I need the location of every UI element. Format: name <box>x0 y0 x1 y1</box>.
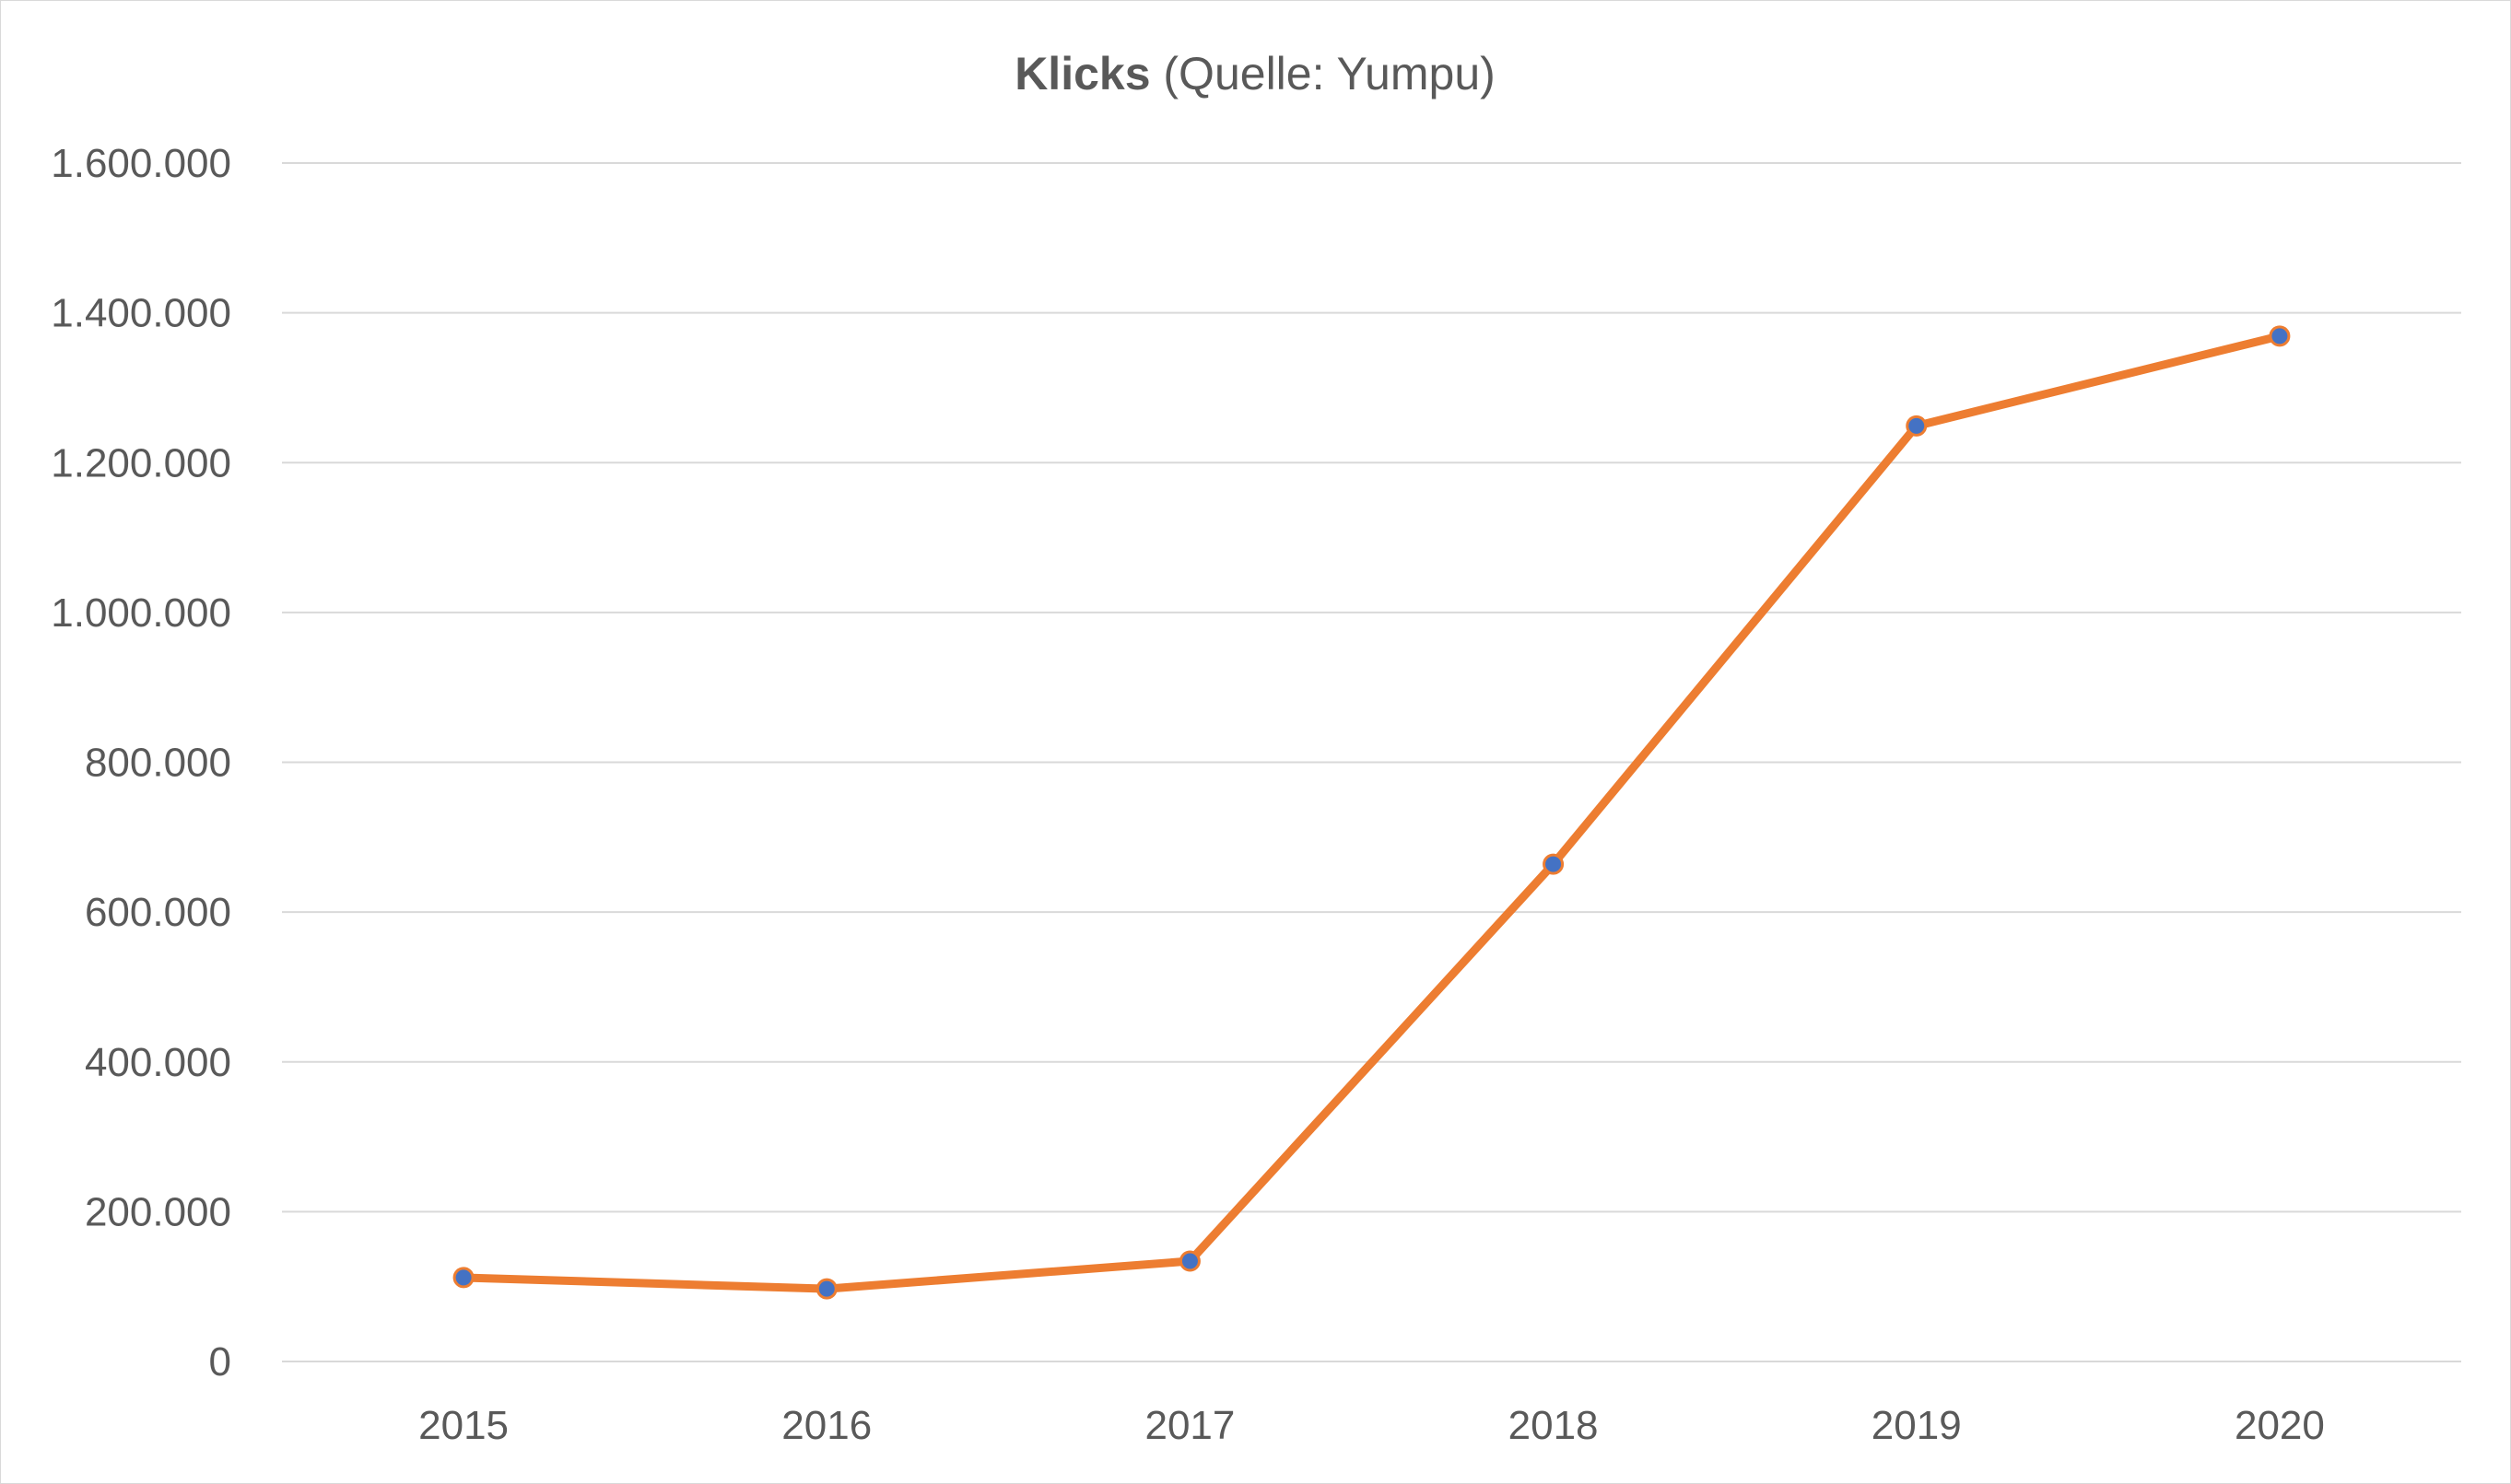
y-axis-tick-labels: 0 200.000 400.000 600.000 800.000 1.000.000 1.… <box>51 141 231 1385</box>
x-tick-label: 2020 <box>2235 1403 2325 1448</box>
y-tick-label: 1.200.000 <box>51 440 231 485</box>
x-tick-label: 2015 <box>418 1403 509 1448</box>
chart-title: Klicks (Quelle: Yumpu) <box>1015 48 1496 99</box>
y-tick-label: 1.600.000 <box>51 141 231 186</box>
chart-title-bold: Klicks <box>1015 48 1150 99</box>
x-tick-label: 2019 <box>1872 1403 1962 1448</box>
y-tick-label: 400.000 <box>85 1040 231 1085</box>
y-tick-label: 0 <box>209 1339 231 1385</box>
data-point-marker <box>1179 1250 1201 1272</box>
y-tick-label: 1.000.000 <box>51 590 231 636</box>
x-tick-label: 2018 <box>1508 1403 1599 1448</box>
gridlines <box>282 162 2461 1362</box>
x-tick-label: 2016 <box>781 1403 872 1448</box>
y-tick-label: 800.000 <box>85 741 231 786</box>
series-line <box>459 332 2284 1293</box>
data-point-marker <box>815 1278 838 1300</box>
data-point-marker <box>1906 415 1928 437</box>
data-point-marker <box>452 1267 475 1289</box>
data-point-marker <box>1543 853 1565 875</box>
data-point-marker <box>2269 325 2291 347</box>
chart-title-source: (Quelle: Yumpu) <box>1151 48 1496 99</box>
y-tick-label: 600.000 <box>85 890 231 935</box>
y-tick-label: 200.000 <box>85 1189 231 1234</box>
x-tick-label: 2017 <box>1144 1403 1235 1448</box>
x-axis-tick-labels: 2015 2016 2017 2018 2019 2020 <box>418 1403 2325 1448</box>
y-tick-label: 1.400.000 <box>51 291 231 336</box>
series-layer <box>452 325 2291 1300</box>
